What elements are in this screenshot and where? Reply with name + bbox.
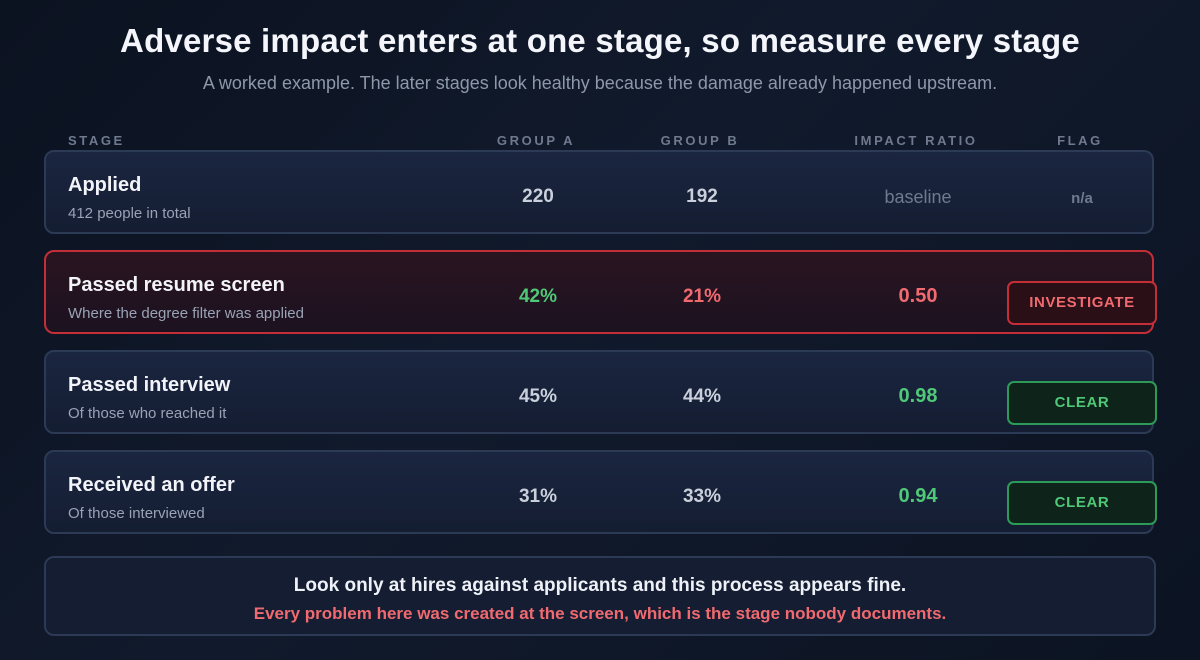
stage-name: Passed resume screen [68, 274, 285, 296]
group-b-value: 44% [682, 386, 722, 407]
impact-ratio-value: baseline [884, 187, 952, 207]
group-b-value: 33% [682, 486, 722, 507]
group-a-value: 45% [518, 386, 558, 407]
group-a-value: 31% [518, 486, 558, 507]
clear-flag-button[interactable]: CLEAR [1007, 481, 1157, 525]
stage-description: Of those interviewed [68, 505, 205, 522]
column-header-flag: FLAG [1057, 133, 1103, 148]
impact-ratio-value: 0.50 [898, 285, 938, 307]
impact-ratio-value: 0.98 [898, 385, 938, 407]
group-a-value: 42% [518, 286, 558, 307]
stage-name: Received an offer [68, 474, 235, 496]
stage-description: Where the degree filter was applied [68, 305, 304, 322]
clear-flag-button[interactable]: CLEAR [1007, 381, 1157, 425]
column-header-group-a: GROUP A [496, 133, 576, 148]
stage-description: Of those who reached it [68, 405, 227, 422]
stage-row-interview: Passed interview Of those who reached it… [44, 350, 1157, 434]
stage-row-applied: Applied 412 people in total 220 192 base… [44, 150, 1154, 234]
column-header-impact-ratio: IMPACT RATIO [854, 133, 978, 148]
summary-warning: Every problem here was created at the sc… [253, 604, 947, 623]
summary-callout: Look only at hires against applicants an… [44, 556, 1156, 636]
stage-name: Applied [68, 174, 142, 196]
flag-not-applicable: n/a [1071, 190, 1093, 207]
investigate-flag-button[interactable]: INVESTIGATE [1007, 281, 1157, 325]
summary-line: Look only at hires against applicants an… [293, 575, 907, 596]
page-subtitle: A worked example. The later stages look … [202, 73, 998, 93]
impact-ratio-value: 0.94 [898, 485, 938, 507]
column-header-stage: STAGE [68, 133, 125, 148]
group-b-value: 21% [682, 286, 722, 307]
group-a-value: 220 [522, 186, 554, 207]
column-header-group-b: GROUP B [660, 133, 740, 148]
stage-name: Passed interview [68, 374, 231, 396]
stage-row-offer: Received an offer Of those interviewed 3… [44, 450, 1157, 534]
stage-row-resume-screen: Passed resume screen Where the degree fi… [44, 250, 1157, 334]
page-title: Adverse impact enters at one stage, so m… [120, 22, 1080, 59]
stage-description: 412 people in total [68, 205, 191, 222]
group-b-value: 192 [686, 186, 718, 207]
